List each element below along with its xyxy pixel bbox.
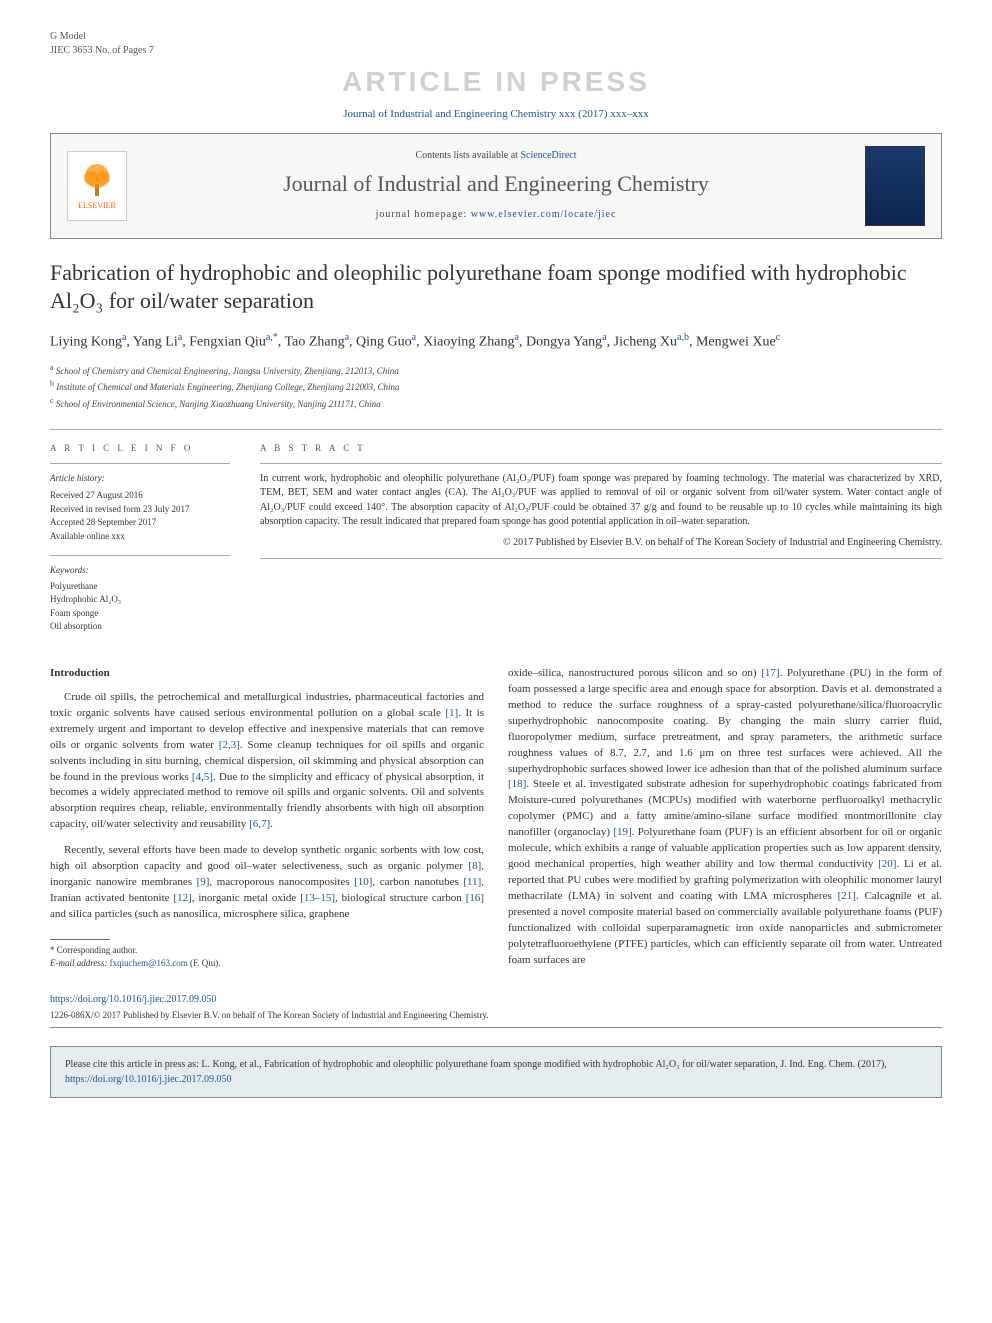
keyword: Hydrophobic Al₂O₃ bbox=[50, 593, 230, 607]
cite-doi-link[interactable]: https://doi.org/10.1016/j.jiec.2017.09.0… bbox=[65, 1074, 231, 1085]
doi-link[interactable]: https://doi.org/10.1016/j.jiec.2017.09.0… bbox=[50, 993, 942, 1007]
corresponding-author-note: * Corresponding author. bbox=[50, 944, 484, 957]
article-info-sidebar: A R T I C L E I N F O Article history: R… bbox=[50, 442, 230, 646]
article-title: Fabrication of hydrophobic and oleophili… bbox=[50, 259, 942, 316]
affiliations: a School of Chemistry and Chemical Engin… bbox=[50, 362, 942, 412]
article-info-heading: A R T I C L E I N F O bbox=[50, 442, 230, 455]
elsevier-tree-icon bbox=[79, 160, 115, 200]
citation-top: Journal of Industrial and Engineering Ch… bbox=[50, 107, 942, 122]
abstract-copyright: © 2017 Published by Elsevier B.V. on beh… bbox=[260, 536, 942, 559]
keyword: Oil absorption bbox=[50, 620, 230, 634]
history-label: Article history: bbox=[50, 472, 230, 486]
body-two-column: Introduction Crude oil spills, the petro… bbox=[50, 666, 942, 979]
abstract-text: In current work, hydrophobic and oleophi… bbox=[260, 463, 942, 530]
contents-lists-line: Contents lists available at ScienceDirec… bbox=[143, 149, 849, 163]
g-model: G Model bbox=[50, 30, 154, 44]
press-watermark: ARTICLE IN PRESS bbox=[50, 62, 942, 101]
body-paragraph: Crude oil spills, the petrochemical and … bbox=[50, 690, 484, 833]
journal-name: Journal of Industrial and Engineering Ch… bbox=[143, 169, 849, 200]
journal-homepage-line: journal homepage: www.elsevier.com/locat… bbox=[143, 208, 849, 222]
introduction-heading: Introduction bbox=[50, 666, 484, 682]
body-paragraph: oxide–silica, nanostructured porous sili… bbox=[508, 666, 942, 969]
footnote-separator bbox=[50, 939, 110, 940]
right-column: oxide–silica, nanostructured porous sili… bbox=[508, 666, 942, 979]
article-ref: JIEC 3653 No. of Pages 7 bbox=[50, 44, 154, 58]
elsevier-label: ELSEVIER bbox=[78, 200, 116, 211]
journal-homepage-link[interactable]: www.elsevier.com/locate/jiec bbox=[471, 209, 617, 220]
author-list: Liying Konga, Yang Lia, Fengxian Qiua,*,… bbox=[50, 330, 942, 354]
accepted-date: Accepted 28 September 2017 bbox=[50, 516, 230, 530]
please-cite-box: Please cite this article in press as: L.… bbox=[50, 1046, 942, 1098]
keywords-label: Keywords: bbox=[50, 564, 230, 578]
running-header: G Model JIEC 3653 No. of Pages 7 bbox=[50, 30, 942, 58]
revised-date: Received in revised form 23 July 2017 bbox=[50, 503, 230, 517]
left-column: Introduction Crude oil spills, the petro… bbox=[50, 666, 484, 979]
footnotes: * Corresponding author. E-mail address: … bbox=[50, 944, 484, 969]
body-paragraph: Recently, several efforts have been made… bbox=[50, 843, 484, 923]
abstract-column: A B S T R A C T In current work, hydroph… bbox=[260, 442, 942, 646]
journal-cover-thumbnail bbox=[865, 146, 925, 226]
keyword: Foam sponge bbox=[50, 607, 230, 621]
online-date: Available online xxx bbox=[50, 530, 230, 544]
received-date: Received 27 August 2016 bbox=[50, 489, 230, 503]
elsevier-logo: ELSEVIER bbox=[67, 151, 127, 221]
email-label: E-mail address: bbox=[50, 958, 110, 968]
corresponding-email-link[interactable]: fxqiuchem@163.com bbox=[110, 958, 188, 968]
abstract-heading: A B S T R A C T bbox=[260, 442, 942, 455]
journal-masthead: ELSEVIER Contents lists available at Sci… bbox=[50, 133, 942, 239]
keyword: Polyurethane bbox=[50, 580, 230, 594]
sciencedirect-link[interactable]: ScienceDirect bbox=[520, 150, 576, 161]
issn-copyright-line: 1226-086X/© 2017 Published by Elsevier B… bbox=[50, 1009, 942, 1029]
